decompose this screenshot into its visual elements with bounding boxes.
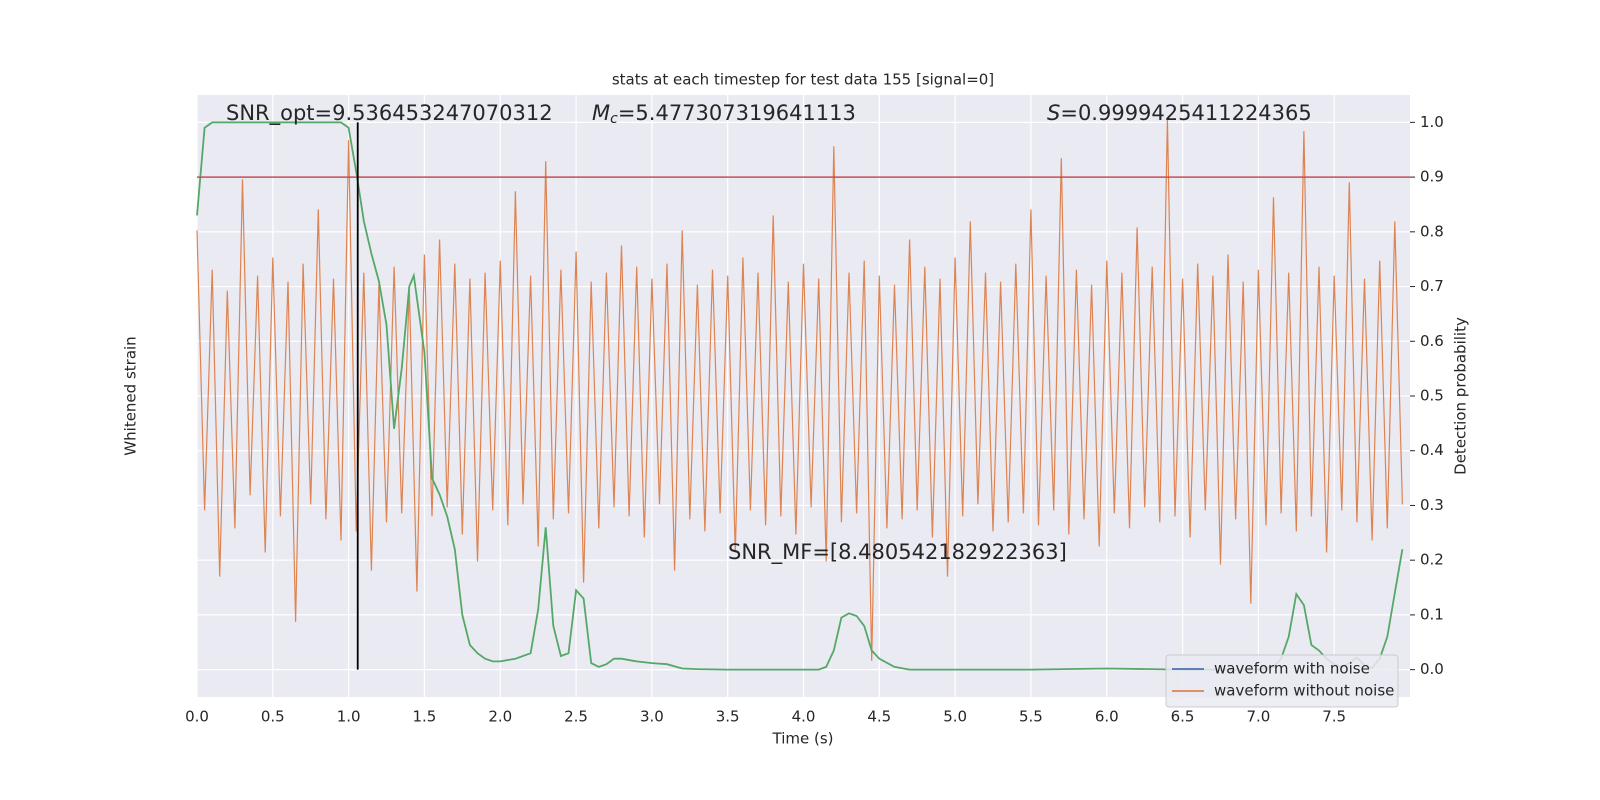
y2-tick-label: 1.0 xyxy=(1420,113,1444,131)
y2-tick-label: 0.2 xyxy=(1420,551,1444,569)
annotation-symbol: S xyxy=(1047,101,1060,125)
annotation: Mc=5.477307319641113 xyxy=(592,101,856,127)
x-tick-label: 5.0 xyxy=(943,708,967,726)
x-tick-label: 7.0 xyxy=(1246,708,1270,726)
annotation: S=0.9999425411224365 xyxy=(1047,101,1312,125)
x-tick-label: 5.5 xyxy=(1019,708,1043,726)
annotation: SNR_opt=9.536453247070312 xyxy=(226,101,553,126)
annotation-text: SNR_MF=[8.480542182922363] xyxy=(728,540,1067,565)
x-tick-label: 7.5 xyxy=(1322,708,1346,726)
annotation: SNR_MF=[8.480542182922363] xyxy=(728,540,1067,565)
y2-tick-label: 0.8 xyxy=(1420,222,1444,240)
legend-box xyxy=(1165,654,1399,708)
x-tick-label: 3.5 xyxy=(716,708,740,726)
x-tick-label: 3.0 xyxy=(640,708,664,726)
x-tick-label: 0.5 xyxy=(261,708,285,726)
series-line xyxy=(196,119,1403,661)
chart-title: stats at each timestep for test data 155… xyxy=(612,71,994,89)
x-tick-label: 4.5 xyxy=(867,708,891,726)
y2-tick-label: 0.6 xyxy=(1420,332,1444,350)
legend-label: waveform without noise xyxy=(1214,682,1394,700)
legend-label: waveform with noise xyxy=(1214,660,1370,678)
x-tick-label: 2.5 xyxy=(564,708,588,726)
x-tick-label: 4.0 xyxy=(792,708,816,726)
x-tick-label: 1.0 xyxy=(337,708,361,726)
series-line xyxy=(196,121,1404,671)
x-axis-label: Time (s) xyxy=(772,730,834,748)
x-tick-label: 2.0 xyxy=(488,708,512,726)
y2-tick-label: 0.1 xyxy=(1420,605,1444,623)
x-tick-label: 0.0 xyxy=(185,708,209,726)
annotation-symbol: M xyxy=(592,101,610,125)
y2-axis-label: Detection probability xyxy=(1452,317,1470,475)
annotation-text: SNR_opt=9.536453247070312 xyxy=(226,101,553,126)
x-tick-label: 6.0 xyxy=(1095,708,1119,726)
y-axis-label: Whitened strain xyxy=(122,336,140,455)
x-tick-label: 1.5 xyxy=(413,708,437,726)
annotation-text: =5.477307319641113 xyxy=(618,101,856,125)
y2-tick-label: 0.4 xyxy=(1420,441,1444,459)
annotation-text: =0.9999425411224365 xyxy=(1060,101,1311,125)
annotation-subscript: c xyxy=(610,111,618,127)
x-tick-label: 6.5 xyxy=(1171,708,1195,726)
y2-tick-label: 0.5 xyxy=(1420,387,1444,405)
y2-tick-label: 0.0 xyxy=(1420,660,1444,678)
y2-tick-label: 0.7 xyxy=(1420,277,1444,295)
y2-tick-label: 0.9 xyxy=(1420,168,1444,186)
y2-tick-label: 0.3 xyxy=(1420,496,1444,514)
